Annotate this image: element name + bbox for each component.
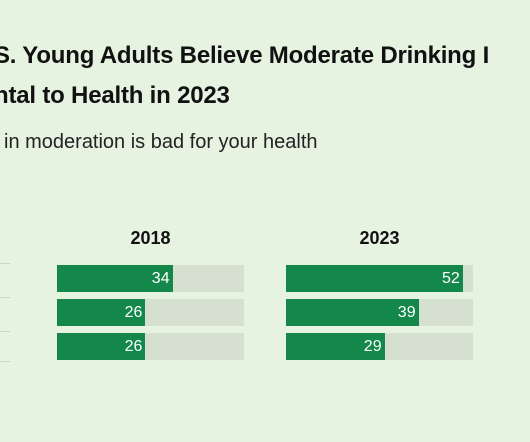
chart-subtitle: in moderation is bad for your health: [4, 131, 318, 153]
bar-value-label: 29: [363, 338, 382, 355]
chart-title: S. Young Adults Believe Moderate Drinkin…: [0, 42, 490, 109]
bar-value-label: 26: [124, 338, 143, 355]
bar-track-2018-row-1: 34: [57, 265, 244, 292]
bar-2018-row-1: 34: [57, 265, 173, 292]
bar-2023-row-1: 52: [286, 265, 463, 292]
bar-value-label: 39: [397, 304, 416, 321]
bar-2018-row-3: 26: [57, 333, 146, 360]
bar-track-2018-row-3: 26: [57, 333, 244, 360]
bar-2023-row-3: 29: [286, 333, 385, 360]
bar-2023-row-2: 39: [286, 299, 419, 326]
bar-track-2023-row-2: 39: [286, 299, 473, 326]
bar-2018-row-2: 26: [57, 299, 146, 326]
column-header-2018: 2018: [130, 228, 171, 248]
bar-value-label: 26: [124, 304, 143, 321]
row-divider-1: [0, 263, 10, 264]
bar-track-2018-row-2: 26: [57, 299, 244, 326]
row-divider-2: [0, 297, 10, 298]
bar-track-2023-row-1: 52: [286, 265, 473, 292]
row-divider-3: [0, 331, 10, 332]
column-header-2023: 2023: [359, 228, 400, 248]
bar-value-label: 52: [442, 270, 460, 287]
row-divider-4: [0, 361, 10, 362]
bar-value-label: 34: [151, 270, 170, 287]
bar-track-2023-row-3: 29: [286, 333, 473, 360]
